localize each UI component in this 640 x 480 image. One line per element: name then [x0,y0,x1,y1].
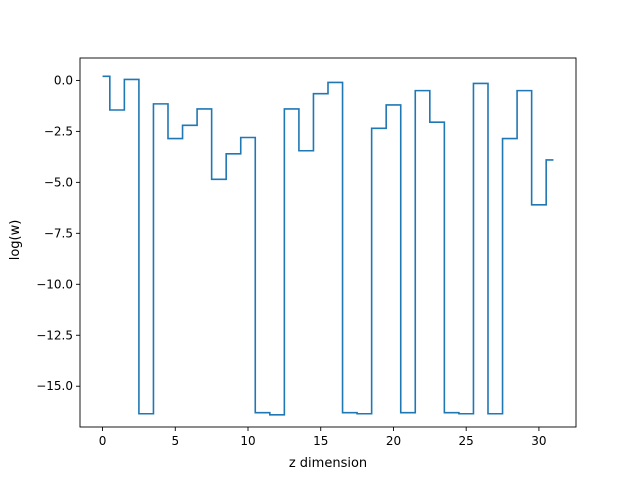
x-tick-label: 15 [313,434,328,448]
y-tick-label: −5.0 [44,175,73,189]
x-axis-label: z dimension [289,456,367,471]
x-tick-label: 25 [459,434,474,448]
y-tick-label: −15.0 [36,379,73,393]
x-tick-label: 20 [386,434,401,448]
y-tick-label: −2.5 [44,124,73,138]
y-tick-label: −10.0 [36,277,73,291]
y-tick-label: −7.5 [44,226,73,240]
x-tick-label: 10 [240,434,255,448]
series-line-0 [102,75,554,416]
x-tick-label: 0 [99,434,107,448]
x-tick-label: 5 [171,434,179,448]
y-tick-label: 0.0 [54,73,73,87]
y-tick-label: −12.5 [36,328,73,342]
axes-frame [79,57,577,428]
y-axis-label: log(w) [8,220,23,261]
x-tick-label: 30 [531,434,546,448]
plot-area: 0 5 10 15 20 25 30 0.0 −2.5 −5.0 −7.5 −10.0 −12.5 −15… [36,57,577,448]
